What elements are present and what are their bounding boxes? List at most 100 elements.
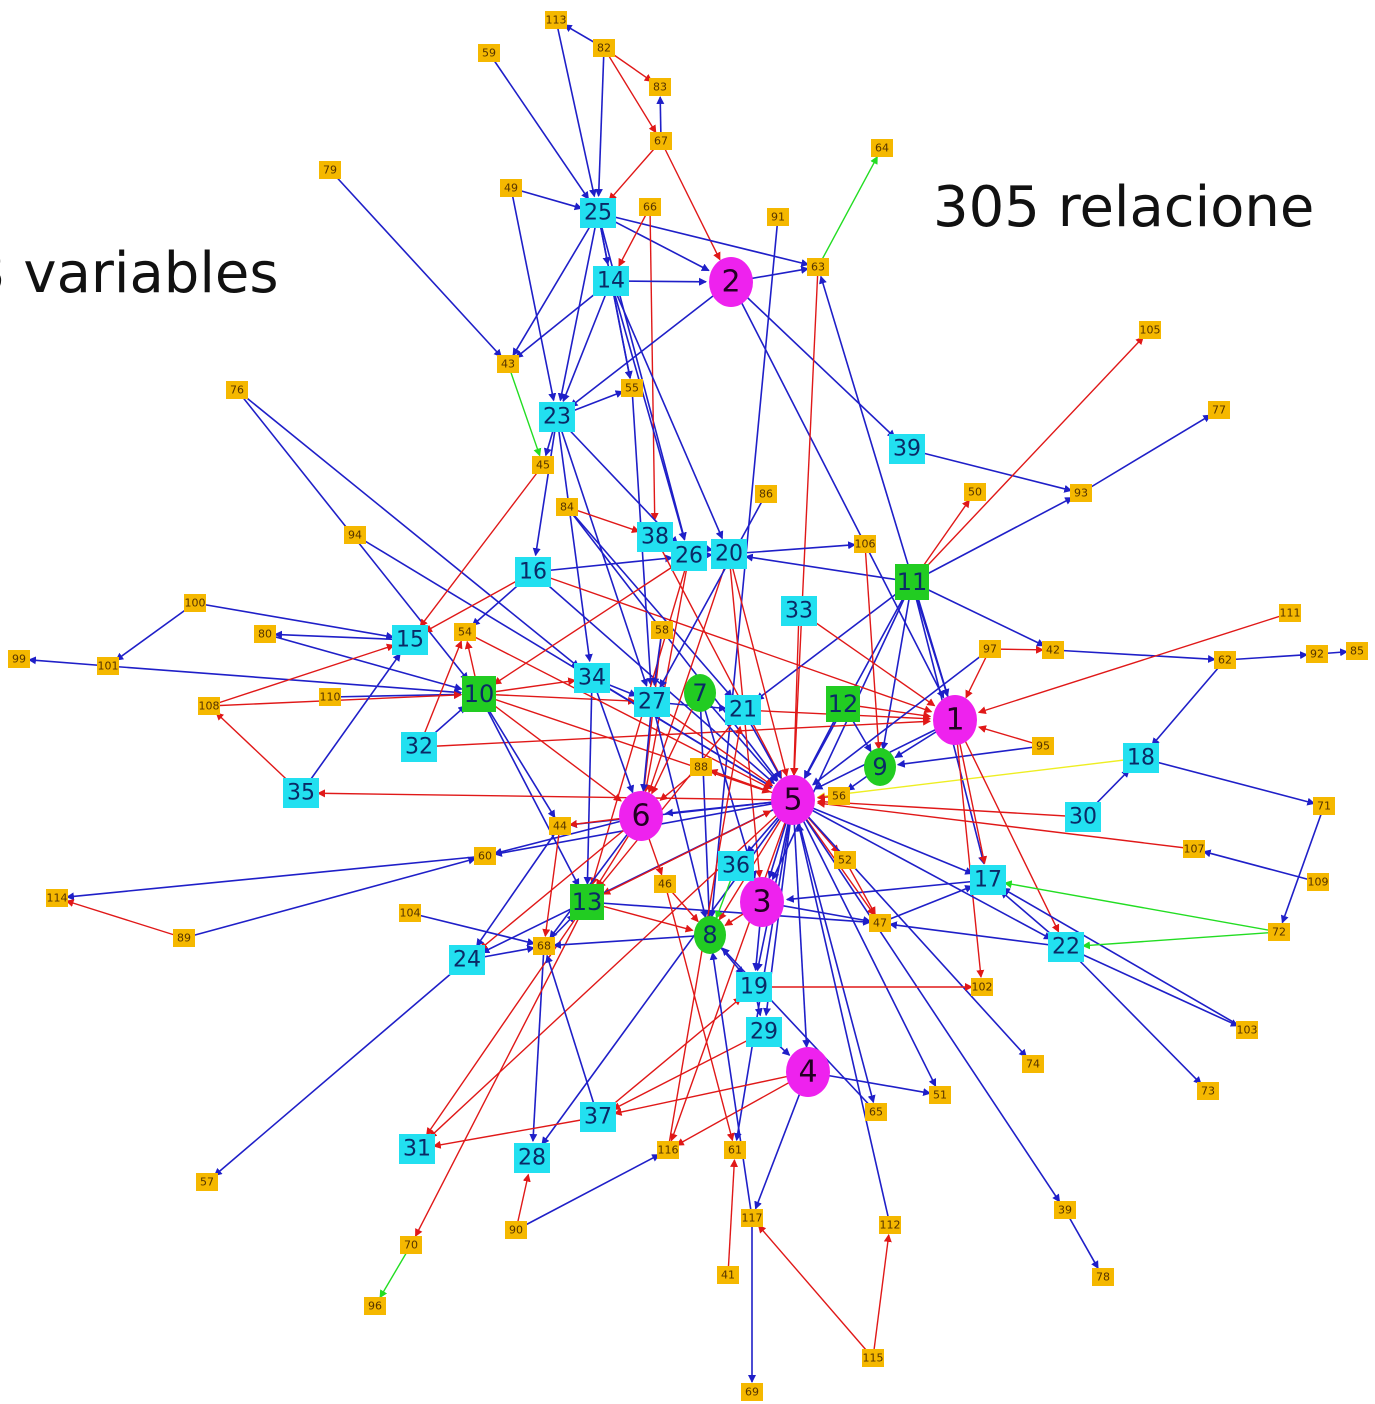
node-shape-24 xyxy=(449,945,485,975)
node-46: 46 xyxy=(654,875,676,893)
edge-13-to-8 xyxy=(586,901,694,933)
node-label-25: 25 xyxy=(584,201,612,226)
node-85: 85 xyxy=(1346,642,1368,660)
node-shape-101 xyxy=(97,657,119,675)
edge-23-to-16 xyxy=(532,416,558,557)
node-label-41: 41 xyxy=(721,1269,735,1282)
node-label-50: 50 xyxy=(968,486,982,499)
node-shape-42 xyxy=(1042,641,1064,659)
node-shape-90 xyxy=(505,1221,527,1239)
node-shape-30 xyxy=(1065,802,1101,832)
edge-26-to-13 xyxy=(590,555,690,886)
edge-89-to-114 xyxy=(65,899,185,939)
node-shape-85 xyxy=(1346,642,1368,660)
node-shape-65 xyxy=(865,1103,887,1121)
node-label-27: 27 xyxy=(638,690,666,715)
node-shape-10 xyxy=(462,676,496,712)
node-12: 12 xyxy=(826,686,860,722)
node-label-28: 28 xyxy=(518,1146,546,1171)
edge-72-to-17 xyxy=(1003,880,1280,933)
node-label-100: 100 xyxy=(185,597,206,610)
edge-14-to-23 xyxy=(562,280,612,403)
node-shape-38 xyxy=(637,522,673,552)
node-shape-16 xyxy=(515,557,551,587)
edge-11-to-5 xyxy=(804,581,913,779)
edge-29-to-37 xyxy=(612,1031,765,1110)
node-label-74: 74 xyxy=(1026,1058,1040,1071)
node-69: 69 xyxy=(741,1383,763,1401)
node-shape-43 xyxy=(497,355,519,373)
node-35: 35 xyxy=(283,778,319,808)
edge-10-to-6 xyxy=(478,693,622,802)
edge-107-to-5 xyxy=(816,799,1195,850)
node-shape-63 xyxy=(807,258,829,276)
node-shape-69 xyxy=(741,1383,763,1401)
node-39: 39 xyxy=(889,434,925,464)
edge-5-to-74 xyxy=(792,799,1027,1058)
edge-1-to-102 xyxy=(954,719,985,979)
node-label-86: 86 xyxy=(759,488,773,501)
edge-111-to-1 xyxy=(977,612,1291,715)
node-58: 58 xyxy=(651,621,673,639)
node-label-54: 54 xyxy=(458,626,472,639)
edge-54-to-5 xyxy=(464,631,772,790)
node-shape-25 xyxy=(580,198,616,228)
node-label-58: 58 xyxy=(655,624,669,637)
edge-11-to-93 xyxy=(911,496,1074,583)
node-70: 70 xyxy=(400,1236,422,1254)
node-103: 103 xyxy=(1236,1021,1258,1039)
node-39b: 39 xyxy=(1054,1201,1076,1219)
node-label-4: 4 xyxy=(798,1055,817,1090)
node-3: 3 xyxy=(740,877,784,927)
node-label-29: 29 xyxy=(750,1020,778,1045)
node-label-106: 106 xyxy=(855,538,876,551)
edge-100-to-101 xyxy=(115,602,196,661)
edge-82-to-67 xyxy=(603,47,657,134)
node-23: 23 xyxy=(539,402,575,432)
node-label-64: 64 xyxy=(875,142,889,155)
relations-caption: 305 relacione xyxy=(933,175,1315,240)
node-label-114: 114 xyxy=(47,892,68,905)
node-shape-39 xyxy=(889,434,925,464)
node-label-60: 60 xyxy=(478,850,492,863)
node-9: 9 xyxy=(864,748,896,786)
node-32: 32 xyxy=(401,732,437,762)
node-label-22: 22 xyxy=(1052,935,1080,960)
node-shape-74 xyxy=(1022,1055,1044,1073)
node-shape-111 xyxy=(1279,604,1301,622)
node-shape-18 xyxy=(1123,743,1159,773)
node-62: 62 xyxy=(1214,651,1236,669)
node-shape-82 xyxy=(593,39,615,57)
node-shape-71 xyxy=(1313,797,1335,815)
node-shape-8 xyxy=(694,916,726,954)
node-shape-105 xyxy=(1139,321,1161,339)
node-shape-114 xyxy=(46,889,68,907)
node-label-95: 95 xyxy=(1036,740,1050,753)
node-17: 17 xyxy=(970,865,1006,895)
node-label-91: 91 xyxy=(771,211,785,224)
node-label-62: 62 xyxy=(1218,654,1232,667)
node-59: 59 xyxy=(478,44,500,62)
node-114: 114 xyxy=(46,889,68,907)
node-shape-91 xyxy=(767,208,789,226)
edge-115-to-117 xyxy=(757,1224,874,1359)
edge-100-to-15 xyxy=(194,602,395,640)
edge-13-to-5 xyxy=(586,810,772,903)
node-label-101: 101 xyxy=(98,660,119,673)
node-shape-95 xyxy=(1032,737,1054,755)
node-shape-107 xyxy=(1183,840,1205,858)
node-102: 102 xyxy=(971,978,993,996)
node-shape-60 xyxy=(474,847,496,865)
node-93: 93 xyxy=(1070,484,1092,502)
edge-18-to-5 xyxy=(816,757,1142,801)
node-label-33: 33 xyxy=(785,599,813,624)
node-shape-104 xyxy=(399,904,421,922)
node-1: 1 xyxy=(933,695,977,745)
node-label-39b: 39 xyxy=(1058,1204,1072,1217)
edge-21-to-13 xyxy=(597,709,744,889)
node-label-5: 5 xyxy=(783,783,802,818)
node-30: 30 xyxy=(1065,802,1101,832)
edge-2-to-23 xyxy=(569,281,732,408)
node-label-18: 18 xyxy=(1127,746,1155,771)
edge-34-to-6 xyxy=(591,677,635,794)
